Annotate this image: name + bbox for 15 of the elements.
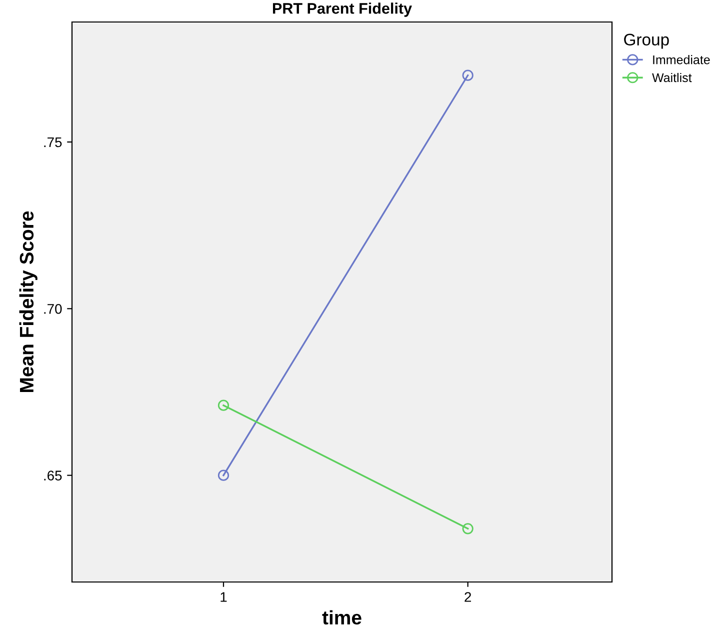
point <box>462 523 474 534</box>
legend-label: Immediate <box>653 55 710 64</box>
legend-label: Waitlist <box>652 72 692 82</box>
x-axis-title: time <box>322 610 362 625</box>
point <box>218 470 230 481</box>
y-tick-label: .65 <box>44 470 62 481</box>
y-axis-title: Mean Fidelity Score <box>19 211 38 392</box>
x-tick-label: 1 <box>220 592 227 602</box>
legend-title: Group <box>624 34 669 49</box>
x-tick-label: 2 <box>464 592 471 602</box>
y-tick-label: .75 <box>44 137 62 148</box>
y-tick-label: .70 <box>44 304 62 314</box>
chart-title: PRT Parent Fidelity <box>272 2 412 17</box>
point <box>462 70 474 81</box>
point <box>218 400 230 411</box>
